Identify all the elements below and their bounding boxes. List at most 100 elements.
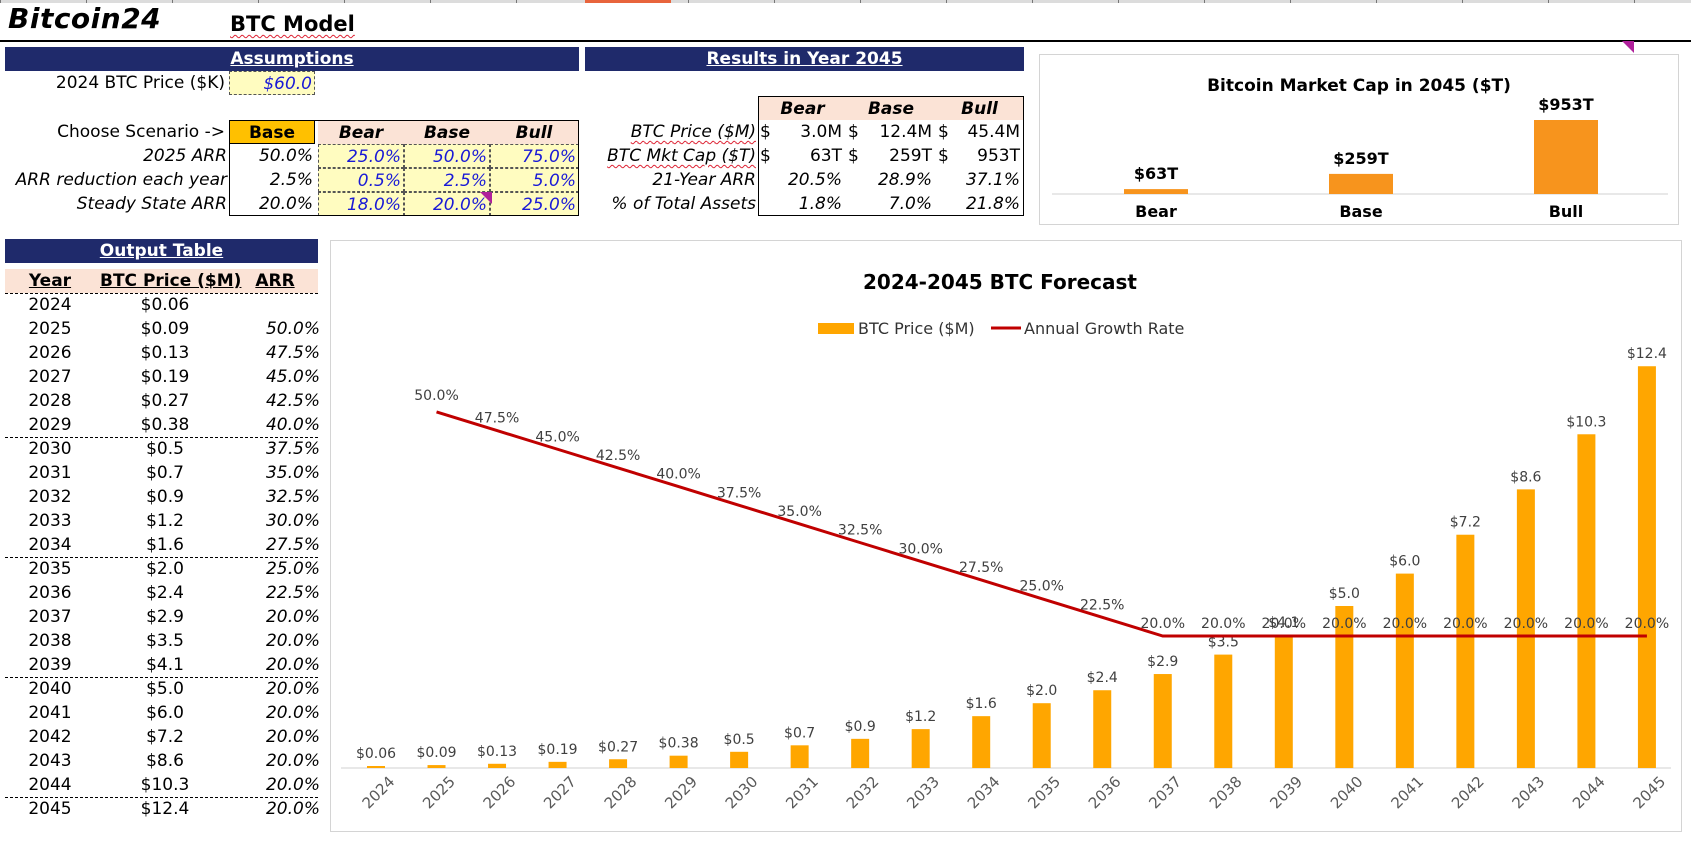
row-year: 2039 xyxy=(28,655,72,675)
forecast-x-tick-label: 2024 xyxy=(359,773,399,813)
col-year-label: Year xyxy=(28,271,72,291)
market-cap-chart-panel[interactable]: Bitcoin Market Cap in 2045 ($T) $63T Bear… xyxy=(1039,54,1679,225)
results-value: 21.8% xyxy=(965,194,1020,214)
market-cap-category-label: Bull xyxy=(1549,202,1584,221)
forecast-x-tick-label: 2032 xyxy=(843,773,883,813)
forecast-bar-label: $0.7 xyxy=(784,725,815,741)
steady-state-bear-input[interactable]: 18.0% xyxy=(318,192,404,216)
results-currency: $ xyxy=(938,146,949,166)
row-btc-price: $1.2 xyxy=(146,511,184,531)
forecast-bar-label: $2.9 xyxy=(1147,654,1178,670)
growth-rate-line xyxy=(436,410,1647,638)
row-year: 2040 xyxy=(28,679,72,699)
growth-rate-label: 22.5% xyxy=(1080,597,1124,613)
forecast-bar xyxy=(790,745,809,768)
growth-rate-label: 40.0% xyxy=(656,467,700,483)
row-btc-price: $4.1 xyxy=(146,655,184,675)
steady-state-bull-input[interactable]: 25.0% xyxy=(490,192,579,216)
results-value: 953T xyxy=(977,146,1020,166)
arr-reduction-bear-input[interactable]: 0.5% xyxy=(318,168,404,192)
output-table-colheads: Year BTC Price ($M) ARR xyxy=(5,269,318,293)
group-divider xyxy=(5,557,318,558)
row-btc-price: $6.0 xyxy=(146,703,184,723)
forecast-bar-label: $0.19 xyxy=(538,742,578,758)
table-row: 2029 $0.38 40.0% xyxy=(5,413,320,437)
row-arr: 20.0% xyxy=(265,751,320,771)
growth-rate-label: 27.5% xyxy=(959,560,1003,576)
forecast-bar-label: $0.5 xyxy=(724,732,755,748)
forecast-x-tick-label: 2034 xyxy=(964,773,1004,813)
forecast-x-tick-label: 2035 xyxy=(1024,773,1064,813)
assumptions-grid-border xyxy=(229,120,579,216)
row-year: 2043 xyxy=(28,751,72,771)
row-year: 2044 xyxy=(28,775,72,795)
forecast-chart: 2024-2045 BTC Forecast BTC Price ($M) An… xyxy=(341,270,1671,812)
forecast-bar-label: $7.2 xyxy=(1450,515,1481,531)
row-arr: 45.0% xyxy=(265,367,320,387)
row-btc-price: $0.7 xyxy=(146,463,184,483)
forecast-bar xyxy=(488,763,507,768)
results-value: 1.8% xyxy=(798,194,842,214)
forecast-x-tick-label: 2033 xyxy=(903,773,943,813)
growth-rate-label: 20.0% xyxy=(1625,616,1669,632)
forecast-bar-label: $0.9 xyxy=(845,719,876,735)
table-row: 2040 $5.0 20.0% xyxy=(5,677,320,701)
table-row: 2032 $0.9 32.5% xyxy=(5,485,320,509)
table-row: 2041 $6.0 20.0% xyxy=(5,701,320,725)
forecast-x-tick-label: 2036 xyxy=(1085,773,1125,813)
forecast-bar-label: $3.5 xyxy=(1208,635,1239,651)
legend-label-btc-price: BTC Price ($M) xyxy=(858,319,975,338)
forecast-bar-label: $0.38 xyxy=(659,736,699,752)
market-cap-bar xyxy=(1329,173,1393,194)
table-row: 2024 $0.06 xyxy=(5,293,318,317)
growth-rate-label: 20.0% xyxy=(1141,616,1185,632)
arr-2025-base-input[interactable]: 50.0% xyxy=(404,144,490,168)
row-btc-price: $10.3 xyxy=(140,775,190,795)
row-arr: 37.5% xyxy=(265,439,320,459)
comment-marker-icon[interactable] xyxy=(1622,41,1634,53)
forecast-bar xyxy=(1032,703,1051,768)
market-cap-chart-title: Bitcoin Market Cap in 2045 ($T) xyxy=(1207,76,1511,96)
btc-price-input[interactable]: $60.0 xyxy=(229,71,315,95)
forecast-x-tick-label: 2037 xyxy=(1145,773,1185,813)
arr-reduction-bull-input[interactable]: 5.0% xyxy=(490,168,579,192)
row-btc-price: $5.0 xyxy=(146,679,184,699)
forecast-bar xyxy=(548,761,567,768)
comment-marker-icon[interactable] xyxy=(480,192,492,204)
row-btc-price: $3.5 xyxy=(146,631,184,651)
forecast-x-tick-label: 2028 xyxy=(601,773,641,813)
forecast-bar xyxy=(730,751,749,768)
forecast-bar-label: $5.0 xyxy=(1329,586,1360,602)
forecast-chart-title: 2024-2045 BTC Forecast xyxy=(863,270,1137,294)
row-btc-price: $0.06 xyxy=(140,295,190,315)
col-year: Year xyxy=(5,269,95,293)
forecast-chart-panel[interactable]: 2024-2045 BTC Forecast BTC Price ($M) An… xyxy=(330,240,1682,832)
table-row: 2045 $12.4 20.0% xyxy=(5,797,320,821)
arr-2025-bear-input[interactable]: 25.0% xyxy=(318,144,404,168)
forecast-marks: $0.06 $0.09 $0.13 $0.19 $0.27 $0.38 $0.5 $0.7 $0… xyxy=(356,346,1669,812)
forecast-bar-label: $12.4 xyxy=(1627,346,1667,362)
market-cap-data-label: $63T xyxy=(1134,164,1178,183)
forecast-bar-label: $4.1 xyxy=(1268,615,1299,631)
forecast-x-tick-label: 2040 xyxy=(1327,773,1367,813)
row-arr: 20.0% xyxy=(265,607,320,627)
arr-reduction-base-input[interactable]: 2.5% xyxy=(404,168,490,192)
results-col-bull: Bull xyxy=(936,96,1024,120)
results-row-label: % of Total Assets xyxy=(585,192,758,216)
forecast-bar-label: $6.0 xyxy=(1389,554,1420,570)
arr-2025-bull-input[interactable]: 75.0% xyxy=(490,144,579,168)
market-cap-marks: $63T Bear $259T Base $953T Bull xyxy=(1124,95,1598,221)
market-cap-category-label: Bear xyxy=(1135,202,1177,221)
forecast-x-tick-label: 2042 xyxy=(1448,773,1488,813)
row-btc-price: $0.38 xyxy=(140,415,190,435)
forecast-bar xyxy=(1093,690,1112,768)
row-arr: 27.5% xyxy=(265,535,320,555)
results-value: 20.5% xyxy=(787,170,842,190)
row-btc-price: $2.9 xyxy=(146,607,184,627)
forecast-bar-label: $0.09 xyxy=(416,745,456,761)
row-btc-price: $12.4 xyxy=(140,799,190,819)
forecast-bar xyxy=(1335,606,1354,768)
forecast-x-tick-label: 2025 xyxy=(419,773,459,813)
scenario-select[interactable]: Base xyxy=(229,120,315,144)
results-value: 45.4M xyxy=(967,122,1020,142)
